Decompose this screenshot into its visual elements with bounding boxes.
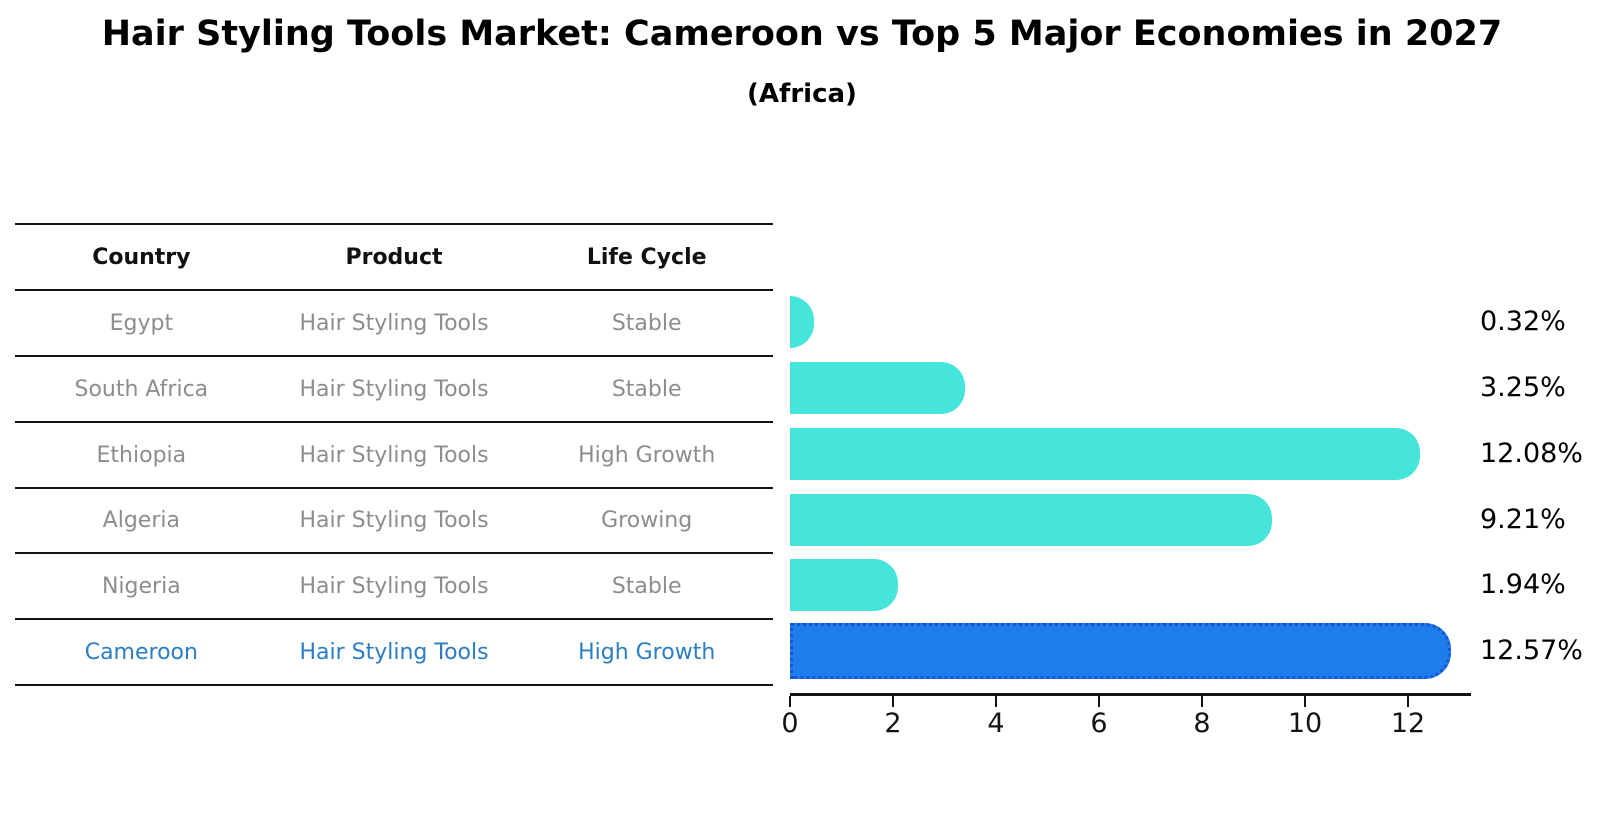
- x-axis-tick-label: 2: [884, 708, 902, 739]
- table-cell-life-cycle: Growing: [601, 508, 693, 533]
- table-cell-life-cycle: Stable: [611, 573, 682, 599]
- table-row: Egypt Hair Styling Tools Stable: [15, 289, 773, 355]
- table-cell-product: Hair Styling Tools: [299, 376, 489, 402]
- x-axis-tick-label: 10: [1287, 708, 1323, 739]
- table-row: South Africa Hair Styling Tools Stable: [15, 355, 773, 421]
- bar-algeria: [790, 493, 1273, 546]
- data-table: Country Product Life Cycle Egypt Hair Sty…: [15, 223, 773, 686]
- x-axis-tick-label: 6: [1090, 708, 1108, 739]
- x-axis-tick-label: 12: [1390, 708, 1426, 739]
- table-row: Nigeria Hair Styling Tools Stable: [15, 552, 773, 618]
- bar-value-label: 3.25%: [1480, 372, 1566, 403]
- table-cell-country: Algeria: [102, 508, 180, 533]
- x-axis-tick: [789, 696, 791, 707]
- table-cell-life-cycle: High Growth: [578, 442, 716, 468]
- table-row: Algeria Hair Styling Tools Growing: [15, 487, 773, 552]
- x-axis-tick-label: 4: [987, 708, 1005, 739]
- x-axis-tick: [1304, 696, 1306, 707]
- table-cell-product: Hair Styling Tools: [299, 310, 489, 336]
- bar-egypt: [790, 296, 815, 348]
- bar-cameroon: [790, 623, 1452, 679]
- table-cell-country: Nigeria: [101, 573, 181, 599]
- table-cell-life-cycle: Stable: [611, 376, 682, 402]
- bar-ethiopia: [790, 428, 1421, 480]
- chart-subtitle: (Africa): [747, 79, 857, 109]
- bar-nigeria: [790, 559, 898, 611]
- x-axis-tick: [1098, 696, 1100, 707]
- table-header-row: Country Product Life Cycle: [15, 223, 773, 289]
- x-axis-tick: [1201, 696, 1203, 707]
- chart-title: Hair Styling Tools Market: Cameroon vs T…: [101, 14, 1503, 54]
- table-bottom-line: [15, 684, 773, 686]
- bar-value-label: 1.94%: [1480, 569, 1566, 600]
- table-row: Cameroon Hair Styling Tools High Growth: [15, 618, 773, 684]
- x-axis-tick: [995, 696, 997, 707]
- table-cell-product: Hair Styling Tools: [299, 508, 489, 533]
- x-axis-line: [790, 693, 1471, 696]
- x-axis-tick: [892, 696, 894, 707]
- bar-south-africa: [790, 362, 966, 414]
- table-cell-country: Egypt: [109, 310, 174, 336]
- x-axis-tick-label: 8: [1193, 708, 1211, 739]
- bar-value-label: 12.08%: [1480, 438, 1583, 469]
- table-row: Ethiopia Hair Styling Tools High Growth: [15, 421, 773, 487]
- table-cell-country: Ethiopia: [96, 442, 187, 468]
- table-cell-product: Hair Styling Tools: [299, 573, 489, 599]
- table-cell-life-cycle: High Growth: [578, 639, 716, 665]
- table-header-product: Product: [345, 244, 443, 270]
- table-header-life-cycle: Life Cycle: [586, 244, 707, 270]
- table-header-country: Country: [92, 244, 191, 270]
- x-axis-tick-label: 0: [781, 708, 799, 739]
- bar-value-label: 9.21%: [1480, 503, 1566, 535]
- bar-value-label: 0.32%: [1480, 306, 1566, 337]
- x-axis-tick: [1407, 696, 1409, 707]
- table-cell-life-cycle: Stable: [611, 310, 682, 336]
- table-cell-country: South Africa: [74, 376, 209, 402]
- table-cell-product: Hair Styling Tools: [299, 442, 489, 468]
- bar-value-label: 12.57%: [1480, 635, 1583, 666]
- table-cell-country: Cameroon: [84, 639, 198, 665]
- table-cell-product: Hair Styling Tools: [299, 639, 489, 665]
